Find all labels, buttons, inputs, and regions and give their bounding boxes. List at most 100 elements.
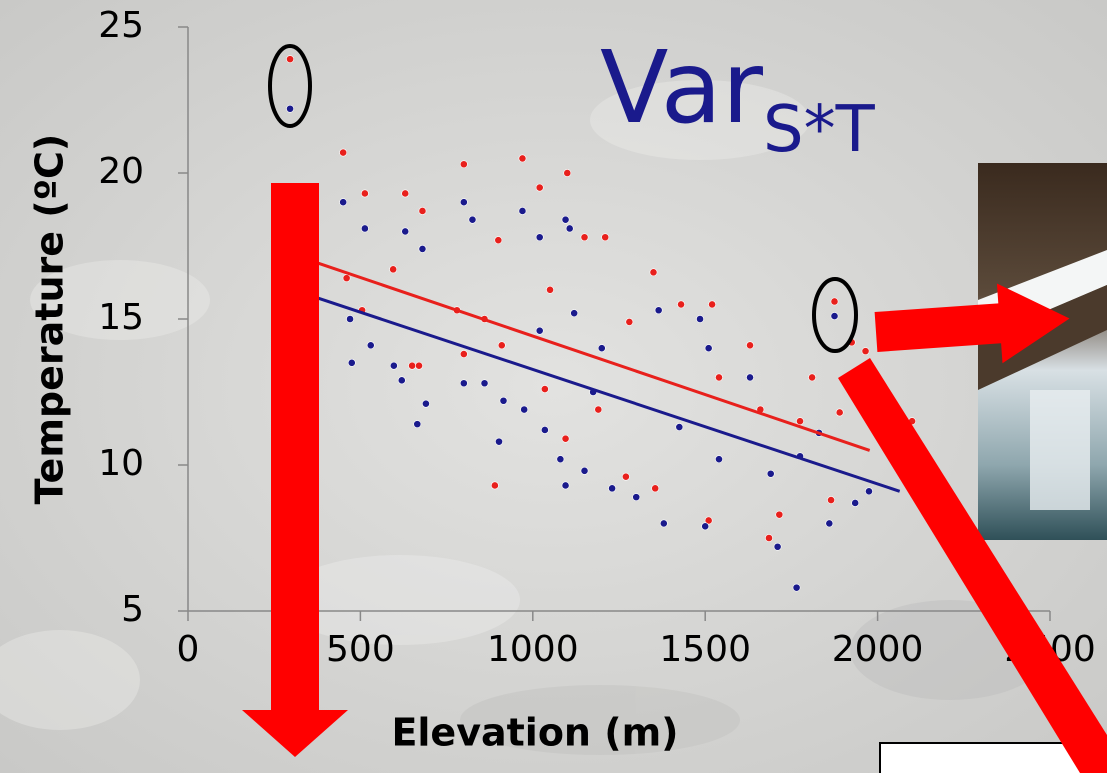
point [775, 510, 784, 519]
point [459, 160, 468, 169]
point [677, 300, 685, 309]
point [597, 344, 606, 353]
point [704, 344, 713, 353]
point [495, 437, 503, 446]
x-tick-label: 1500 [659, 629, 751, 670]
right-arrow [874, 283, 1070, 364]
point [286, 55, 294, 64]
point [422, 399, 430, 408]
title-main: Var [600, 29, 764, 146]
point [594, 405, 603, 414]
highlight-circle [812, 277, 858, 353]
point [360, 189, 369, 198]
point [459, 379, 468, 388]
point [556, 455, 565, 464]
point [339, 148, 348, 157]
point [494, 236, 503, 245]
point [580, 233, 589, 242]
point [825, 519, 834, 528]
point [535, 326, 544, 335]
y-tick-label: 15 [98, 297, 144, 338]
point [499, 396, 508, 405]
point [497, 341, 506, 350]
point [397, 376, 406, 385]
point [608, 484, 617, 493]
point [286, 104, 294, 113]
point [459, 350, 468, 358]
point [632, 493, 641, 502]
point [561, 481, 570, 490]
x-axis-label: Elevation (m) [391, 711, 678, 755]
stone-texture [0, 80, 1050, 755]
x-tick-label: 500 [326, 629, 395, 670]
point [625, 318, 634, 326]
y-tick-label: 5 [121, 589, 144, 630]
point [468, 215, 477, 224]
point [659, 519, 668, 528]
point [746, 373, 754, 382]
point [649, 268, 658, 277]
point [861, 347, 870, 356]
point [418, 245, 427, 253]
point [480, 379, 489, 388]
point [413, 420, 422, 429]
point [580, 466, 589, 475]
point [827, 496, 835, 504]
point [561, 215, 570, 224]
point [765, 534, 773, 542]
point [563, 169, 572, 177]
point [418, 207, 427, 215]
point [520, 405, 529, 414]
point [339, 198, 348, 207]
x-tick-label: 1000 [487, 629, 579, 670]
point [561, 434, 570, 443]
y-axis-label: Temperature (ºC) [28, 134, 72, 505]
point [389, 361, 398, 370]
point [792, 583, 801, 592]
point [565, 224, 574, 233]
point [701, 522, 710, 531]
point [708, 300, 716, 309]
point [342, 274, 351, 283]
title-subscript: S*T [763, 93, 876, 167]
point [766, 469, 775, 478]
point [651, 484, 660, 493]
x-tick-label: 0 [177, 629, 200, 670]
point [773, 542, 782, 551]
annotations [242, 44, 1107, 773]
point [830, 297, 839, 306]
point [601, 233, 610, 242]
point [535, 183, 544, 192]
y-tick-label: 10 [98, 443, 144, 484]
point [540, 385, 549, 393]
point [808, 373, 816, 382]
point [389, 265, 398, 274]
point [546, 285, 554, 294]
y-tick-label: 25 [98, 5, 144, 46]
point [746, 341, 754, 350]
point [408, 361, 417, 370]
title: VarS*T [600, 29, 876, 166]
point [851, 499, 860, 507]
point [360, 224, 369, 233]
y-tick-label: 20 [98, 151, 144, 192]
point [704, 516, 713, 525]
point [715, 455, 723, 464]
highlight-circle [268, 44, 312, 128]
point [535, 233, 544, 242]
point [621, 472, 630, 481]
waterfall-photo [978, 163, 1107, 540]
point [518, 207, 527, 215]
point [401, 189, 410, 198]
point [347, 358, 356, 367]
point [415, 361, 423, 370]
point [459, 198, 468, 207]
point [835, 408, 844, 417]
point [675, 423, 684, 431]
point [654, 306, 663, 315]
point [366, 341, 375, 350]
down-arrow [242, 183, 348, 757]
